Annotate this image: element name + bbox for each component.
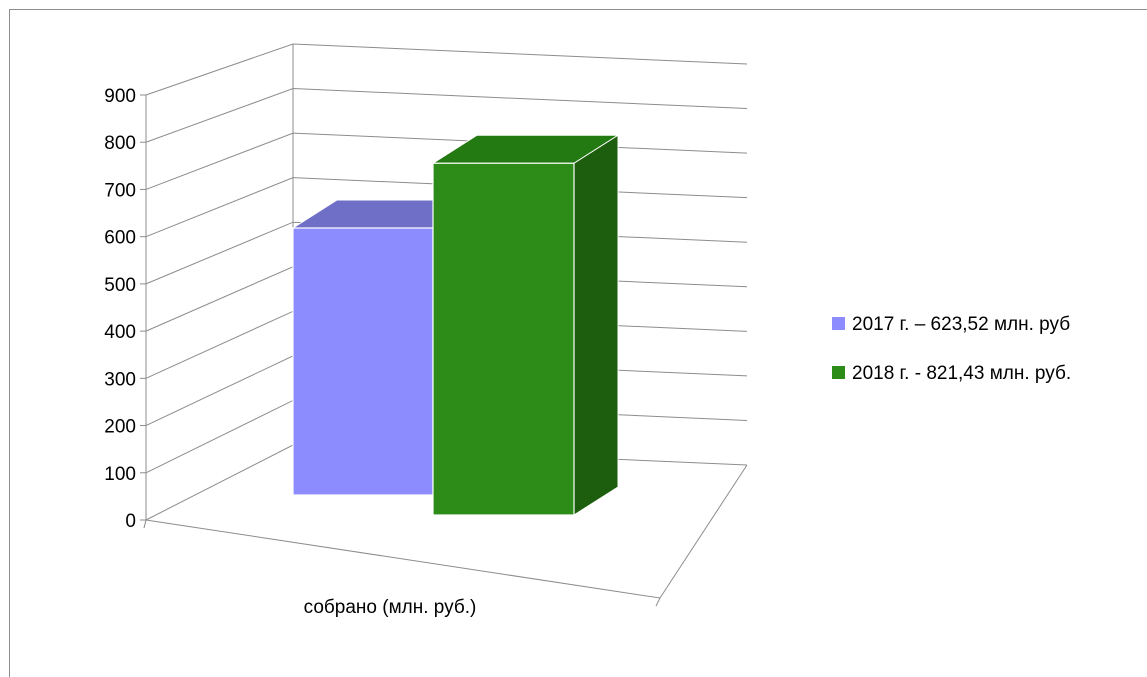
legend-label-2018: 2018 г. - 821,43 млн. руб. bbox=[852, 363, 1071, 384]
bar-front-face bbox=[292, 227, 434, 496]
bar-2018 bbox=[431, 134, 620, 516]
y-tick-label: 0 bbox=[125, 511, 136, 532]
legend-swatch-2018 bbox=[832, 366, 845, 379]
y-tick-label: 100 bbox=[104, 464, 136, 485]
y-tick-label: 700 bbox=[104, 180, 136, 201]
bars bbox=[291, 134, 620, 516]
y-tick-label: 800 bbox=[104, 133, 136, 154]
category-label: собрано (млн. руб.) bbox=[304, 597, 477, 618]
y-tick-label: 300 bbox=[104, 369, 136, 390]
bar-side-face bbox=[573, 134, 619, 516]
gridline bbox=[145, 43, 748, 96]
floor-tick bbox=[143, 519, 147, 529]
bar-front-face bbox=[432, 162, 575, 516]
y-tick-labels: 0 100 200 300 400 500 600 700 800 900 bbox=[104, 86, 136, 532]
legend-label-2017: 2017 г. – 623,52 млн. руб bbox=[852, 314, 1070, 335]
chart-frame bbox=[9, 9, 1147, 677]
floor-tick bbox=[655, 597, 661, 607]
y-tick-label: 500 bbox=[104, 275, 136, 296]
y-tick-label: 200 bbox=[104, 417, 136, 438]
y-tick-label: 600 bbox=[104, 228, 136, 249]
legend-swatch-2017 bbox=[832, 317, 845, 330]
y-tick-label: 400 bbox=[104, 322, 136, 343]
gridline bbox=[145, 88, 748, 143]
y-tick-label: 900 bbox=[104, 86, 136, 107]
legend: 2017 г. – 623,52 млн. руб 2018 г. - 821,… bbox=[832, 314, 1071, 384]
